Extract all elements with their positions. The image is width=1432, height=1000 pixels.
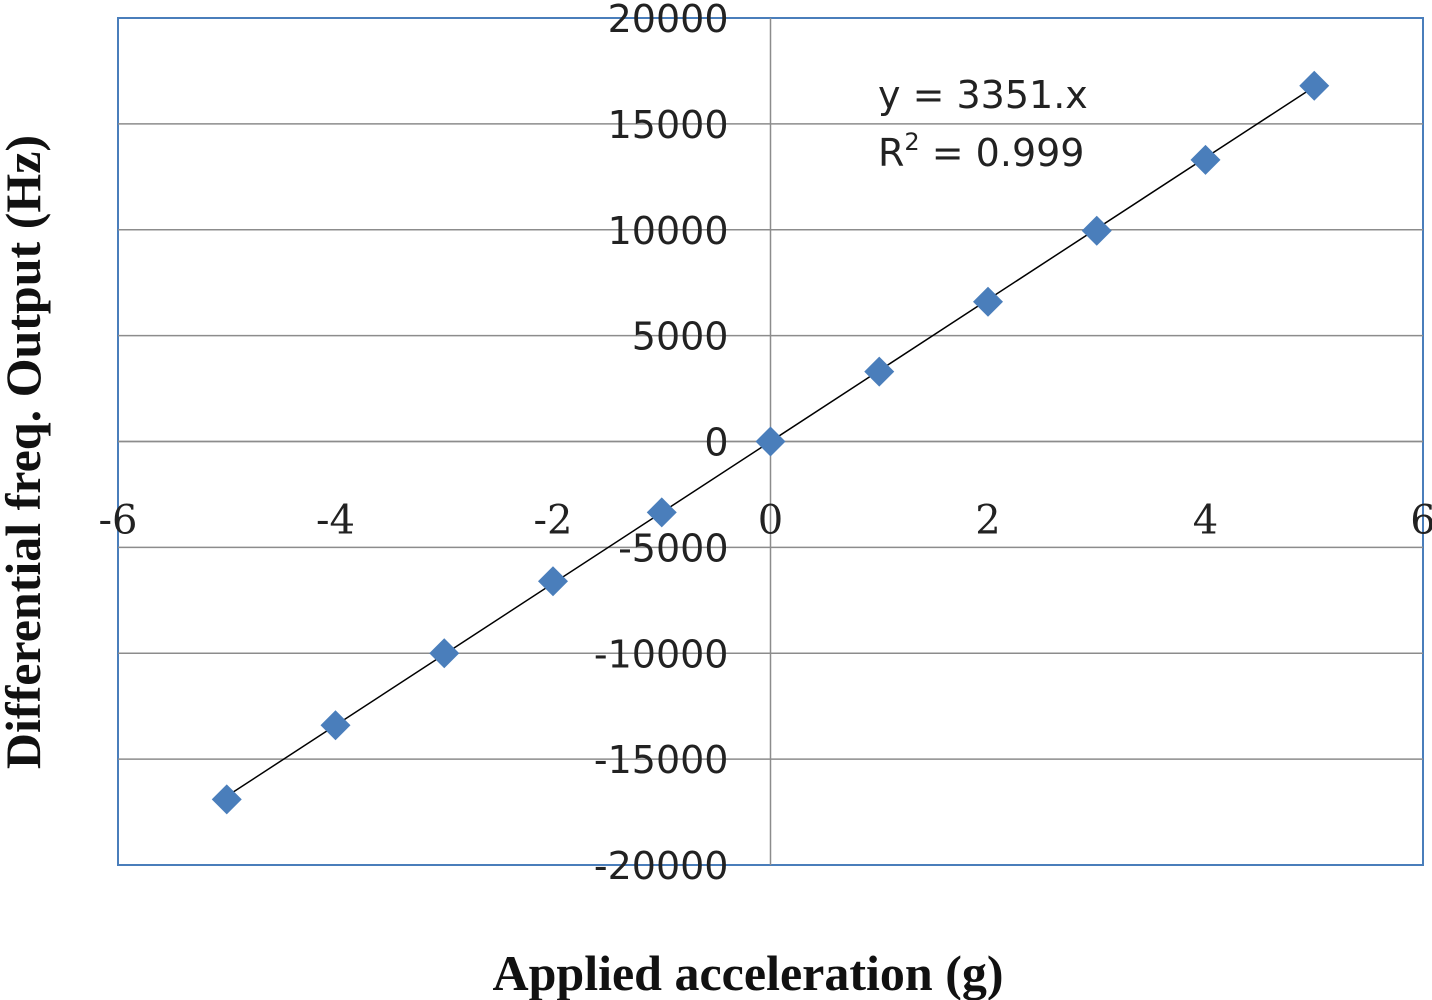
y-tick-label: -20000 (594, 844, 729, 888)
x-tick-label: 0 (758, 498, 783, 544)
data-point (211, 784, 242, 815)
data-point (1190, 144, 1221, 175)
y-tick-label: -15000 (594, 738, 729, 782)
y-tick-label: 15000 (608, 103, 729, 147)
x-tick-label: -2 (534, 498, 573, 544)
data-points (211, 70, 1330, 815)
x-tick-label: -6 (99, 498, 138, 544)
trendline-equation: y = 3351.x (878, 73, 1088, 117)
y-tick-label: 5000 (632, 315, 729, 359)
data-point (1299, 70, 1330, 101)
x-tick-label: -4 (316, 498, 355, 544)
data-point (646, 497, 677, 528)
y-tick-label: -5000 (618, 526, 728, 570)
data-point (429, 638, 460, 669)
y-axis-title: Differential freq. Output (Hz) (0, 135, 51, 769)
data-point (864, 356, 895, 387)
r-squared-label: R2 = 0.999 (878, 128, 1084, 175)
x-tick-label: 4 (1193, 498, 1218, 544)
y-tick-labels: 20000 15000 10000 5000 0 -5000 -10000 -15000 -20… (594, 0, 729, 888)
data-point (538, 566, 568, 597)
data-point (1081, 215, 1112, 246)
x-tick-label: 6 (1410, 498, 1432, 544)
data-point (755, 426, 786, 457)
y-tick-label: 0 (704, 421, 728, 465)
data-point (973, 286, 1003, 317)
data-point (320, 710, 351, 741)
y-tick-label: 10000 (608, 209, 729, 253)
x-axis-title: Applied acceleration (g) (492, 945, 1003, 1000)
y-tick-label: 20000 (608, 0, 729, 41)
x-tick-label: 2 (975, 498, 1000, 544)
y-tick-label: -10000 (594, 632, 729, 676)
x-tick-labels: -6 -4 -2 0 2 4 6 (99, 498, 1432, 544)
